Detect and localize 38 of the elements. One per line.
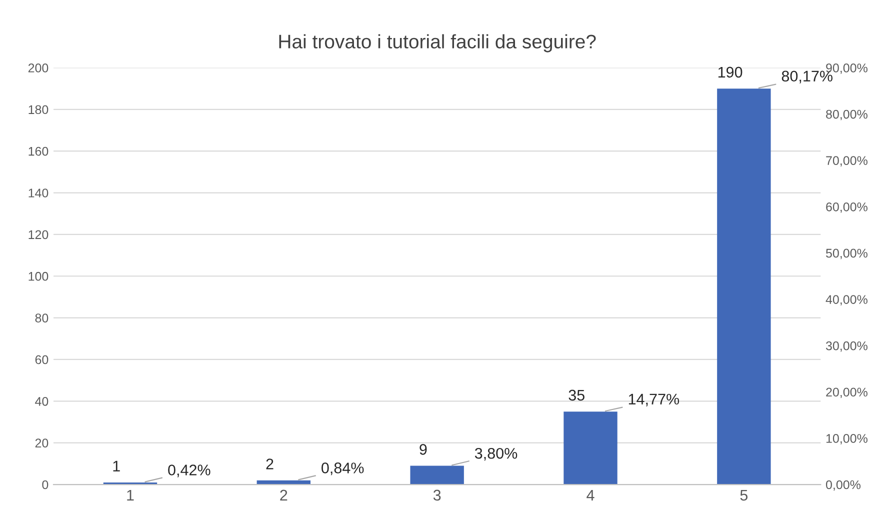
y2-tick-label: 20,00% bbox=[826, 388, 868, 398]
data-label: 2 bbox=[266, 458, 274, 470]
annotation: 0,84% bbox=[322, 462, 364, 476]
y-tick-label: 0 bbox=[42, 480, 48, 490]
bar bbox=[717, 88, 771, 485]
y2-tick-label: 80,00% bbox=[826, 110, 868, 120]
y-tick-label: 80 bbox=[35, 314, 48, 322]
y2-tick-label: 50,00% bbox=[826, 248, 868, 260]
y2-tick-label: 70,00% bbox=[826, 156, 868, 166]
y-tick-label: 100 bbox=[28, 272, 48, 281]
annotation: 0,42% bbox=[168, 464, 210, 478]
x-tick-label: 4 bbox=[586, 490, 594, 500]
y-tick-label: 140 bbox=[28, 188, 48, 198]
data-label: 190 bbox=[718, 66, 742, 78]
bar bbox=[410, 466, 464, 485]
x-tick-label: 5 bbox=[740, 490, 748, 501]
y-tick-label: 20 bbox=[35, 438, 48, 448]
y2-tick-label: 0,00% bbox=[826, 480, 860, 491]
y-tick-label: 180 bbox=[28, 105, 48, 114]
y2-tick-label: 40,00% bbox=[826, 295, 868, 306]
data-label: 1 bbox=[113, 460, 120, 472]
y-tick-label: 120 bbox=[28, 230, 48, 240]
chart-title: Hai trovato i tutorial facili da seguire? bbox=[279, 34, 596, 52]
annotation: 3,80% bbox=[474, 448, 518, 461]
bar bbox=[564, 412, 618, 485]
x-tick-label: 1 bbox=[127, 490, 134, 500]
data-label: 35 bbox=[568, 390, 584, 401]
annotation: 14,77% bbox=[628, 394, 680, 406]
y-tick-label: 200 bbox=[28, 64, 48, 72]
x-tick-label: 3 bbox=[433, 490, 441, 501]
y2-tick-label: 30,00% bbox=[826, 341, 868, 352]
y-tick-label: 60 bbox=[35, 355, 48, 364]
y-tick-label: 40 bbox=[35, 396, 48, 406]
x-tick-label: 2 bbox=[280, 490, 288, 500]
y-tick-label: 160 bbox=[28, 146, 48, 156]
y2-tick-label: 10,00% bbox=[826, 434, 868, 444]
data-label: 9 bbox=[420, 444, 427, 455]
y2-tick-label: 60,00% bbox=[826, 202, 868, 213]
